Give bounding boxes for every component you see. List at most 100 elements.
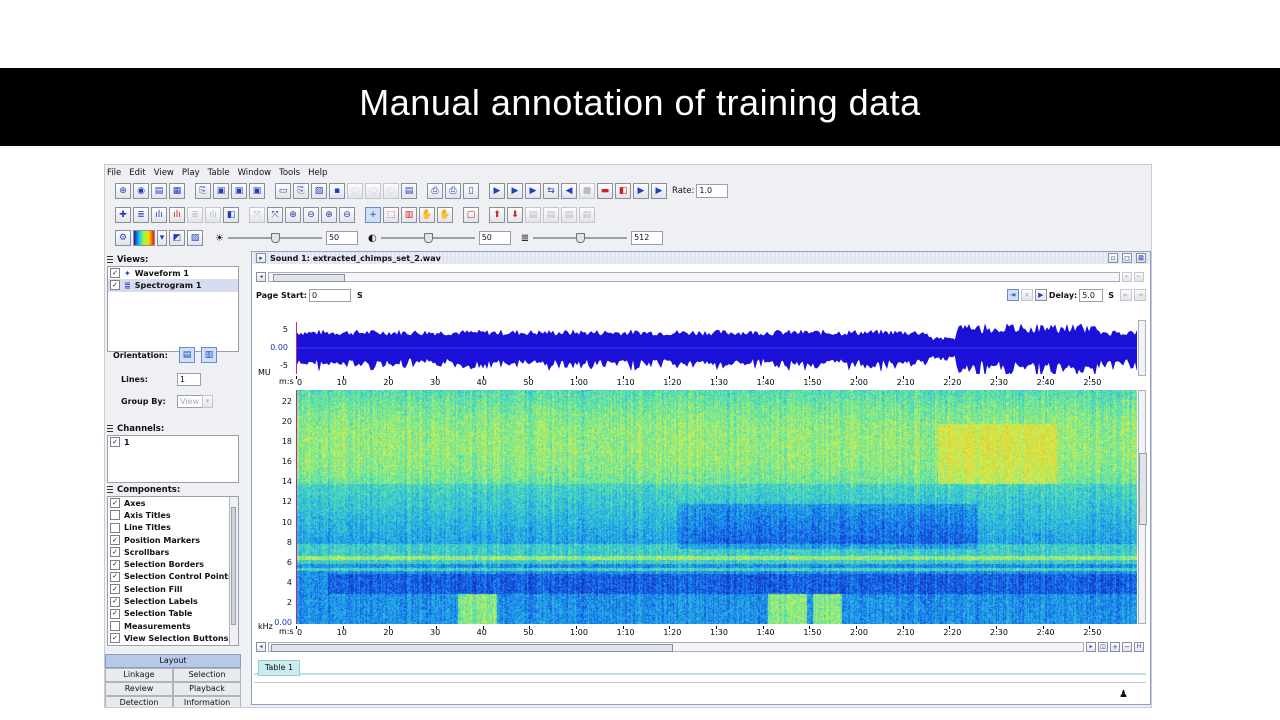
- rect-selection-icon[interactable]: ⬚: [383, 207, 399, 223]
- slider-thumb[interactable]: [423, 233, 433, 243]
- rate-input[interactable]: 1.0: [696, 184, 729, 198]
- invert-colors-icon[interactable]: ◩: [169, 230, 185, 246]
- component-item[interactable]: ✓ View Selection Buttons: [108, 632, 238, 644]
- spectrogram-plot[interactable]: [296, 390, 1137, 624]
- group-by-select[interactable]: View: [177, 395, 203, 408]
- table-remove-icon[interactable]: ▤: [543, 207, 559, 223]
- component-checkbox[interactable]: ✓: [110, 584, 120, 595]
- tab-selection[interactable]: Selection: [173, 668, 241, 682]
- paste-icon[interactable]: ▨: [311, 183, 327, 199]
- color-scheme-icon[interactable]: ◧: [223, 207, 239, 223]
- time-scroll-track[interactable]: [268, 642, 1084, 652]
- open-table-icon[interactable]: ▤: [151, 183, 167, 199]
- channel-item[interactable]: ✓ 1: [108, 436, 238, 448]
- menu-view[interactable]: View: [153, 168, 174, 178]
- table-export-icon[interactable]: ▤: [579, 207, 595, 223]
- view-item[interactable]: ✓ ≣ Spectrogram 1: [108, 279, 238, 292]
- save-icon[interactable]: ▣: [213, 183, 229, 199]
- component-item[interactable]: ✓ Selection Control Points: [108, 571, 238, 583]
- tab-detection[interactable]: Detection: [105, 696, 173, 707]
- filter-icon[interactable]: ▬: [597, 183, 613, 199]
- print-preview-icon[interactable]: ⎙: [445, 183, 461, 199]
- new-sound-icon[interactable]: ⊕: [115, 183, 131, 199]
- component-item[interactable]: ✓ Selection Labels: [108, 595, 238, 607]
- component-checkbox[interactable]: [110, 621, 120, 632]
- time-scroll-thumb[interactable]: [271, 644, 673, 652]
- clip-icon[interactable]: ⎘: [293, 183, 309, 199]
- tab-layout[interactable]: Layout: [105, 654, 241, 668]
- copy-icon[interactable]: ⎘: [195, 183, 211, 199]
- menu-table[interactable]: Table: [207, 168, 230, 178]
- delay-input[interactable]: 5.0: [1079, 288, 1104, 302]
- page-scrollbar[interactable]: ◂ ▸ ⇤ ⇥: [256, 272, 1146, 282]
- component-item[interactable]: ✓ Selection Borders: [108, 558, 238, 570]
- colormap-icon[interactable]: [133, 230, 155, 246]
- contrast-value[interactable]: 50: [478, 231, 511, 245]
- menu-play[interactable]: Play: [181, 168, 200, 178]
- document-icon[interactable]: ▯: [463, 183, 479, 199]
- zoom-fit-icon[interactable]: ⤧: [249, 207, 265, 223]
- play-selection-icon[interactable]: ▶: [525, 183, 541, 199]
- scroll-right-icon[interactable]: ▸: [1122, 272, 1132, 282]
- components-scrollbar[interactable]: [229, 497, 238, 645]
- component-checkbox[interactable]: ✓: [110, 498, 120, 509]
- zoom-fit-time-icon[interactable]: ◫: [1098, 642, 1108, 652]
- fft-size-slider[interactable]: [533, 233, 628, 243]
- brightness-slider[interactable]: [227, 233, 322, 243]
- contrast-slider[interactable]: [380, 233, 475, 243]
- tab-linkage[interactable]: Linkage: [105, 668, 173, 682]
- export-icon[interactable]: ▣: [249, 183, 265, 199]
- settings-icon[interactable]: ⚙: [115, 230, 131, 246]
- waveform-vertical-scrollbar[interactable]: [1138, 320, 1146, 376]
- zoom-out-x-icon[interactable]: ⊖: [339, 207, 355, 223]
- menu-window[interactable]: Window: [237, 168, 272, 178]
- table-add-icon[interactable]: ▤: [525, 207, 541, 223]
- selection-spectrum-icon[interactable]: ≣: [187, 207, 203, 223]
- time-scroll-left-icon[interactable]: ◂: [256, 642, 266, 652]
- stop-icon[interactable]: ■: [579, 183, 595, 199]
- arrow-down-icon[interactable]: ⬇: [507, 207, 523, 223]
- component-item[interactable]: Line Titles: [108, 522, 238, 534]
- disk-icon[interactable]: ▪: [329, 183, 345, 199]
- stop-scroll-icon[interactable]: ×: [1020, 289, 1033, 301]
- component-checkbox[interactable]: ✓: [110, 633, 120, 644]
- clear-selection-icon[interactable]: ▢: [463, 207, 479, 223]
- waveform-plot[interactable]: [296, 322, 1138, 379]
- zoom-in-time-icon[interactable]: +: [1110, 642, 1120, 652]
- table-edit-icon[interactable]: ▤: [561, 207, 577, 223]
- fft-size-value[interactable]: 512: [631, 231, 664, 245]
- spectrogram-slice-icon[interactable]: ılı: [169, 207, 185, 223]
- tab-playback[interactable]: Playback: [173, 682, 241, 696]
- menu-tools[interactable]: Tools: [279, 168, 301, 178]
- play-page-icon[interactable]: ▶: [507, 183, 523, 199]
- save-as-icon[interactable]: ▣: [231, 183, 247, 199]
- component-item[interactable]: ✓ Position Markers: [108, 534, 238, 546]
- zoom-out-icon[interactable]: ⊖: [303, 207, 319, 223]
- grid-icon[interactable]: ▦: [169, 183, 185, 199]
- play-loop-icon[interactable]: ⇆: [543, 183, 559, 199]
- zoom-full-time-icon[interactable]: H: [1134, 642, 1144, 652]
- component-item[interactable]: ✓ Selection Table: [108, 608, 238, 620]
- component-checkbox[interactable]: [110, 510, 120, 521]
- time-scrollbar[interactable]: ◂ ▸ ◫ + − H: [256, 642, 1146, 652]
- component-item[interactable]: ✓ Scrollbars: [108, 546, 238, 558]
- group-by-dropdown-icon[interactable]: ▾: [202, 395, 213, 408]
- play-filtered-icon[interactable]: ▶: [633, 183, 649, 199]
- orientation-horizontal-button[interactable]: ▤: [179, 347, 195, 363]
- auto-scroll-icon[interactable]: ⇥: [1006, 289, 1019, 301]
- page-scroll-track[interactable]: [268, 272, 1120, 282]
- crosshair-icon[interactable]: +: [365, 207, 381, 223]
- component-checkbox[interactable]: ✓: [110, 535, 120, 546]
- spectrogram-scroll-thumb[interactable]: [1139, 453, 1147, 525]
- scroll-hand-icon[interactable]: ✋: [437, 207, 453, 223]
- print-icon[interactable]: ⎙: [427, 183, 443, 199]
- grayscale-icon[interactable]: ▨: [187, 230, 203, 246]
- zoom-selection-icon[interactable]: ⤧: [267, 207, 283, 223]
- lines-input[interactable]: 1: [177, 373, 201, 386]
- maximize-icon[interactable]: ◻: [1122, 253, 1132, 263]
- component-checkbox[interactable]: ✓: [110, 547, 120, 558]
- hand-icon[interactable]: ✋: [419, 207, 435, 223]
- time-scroll-right-icon[interactable]: ▸: [1086, 642, 1096, 652]
- component-checkbox[interactable]: ✓: [110, 596, 120, 607]
- component-item[interactable]: Measurements: [108, 620, 238, 632]
